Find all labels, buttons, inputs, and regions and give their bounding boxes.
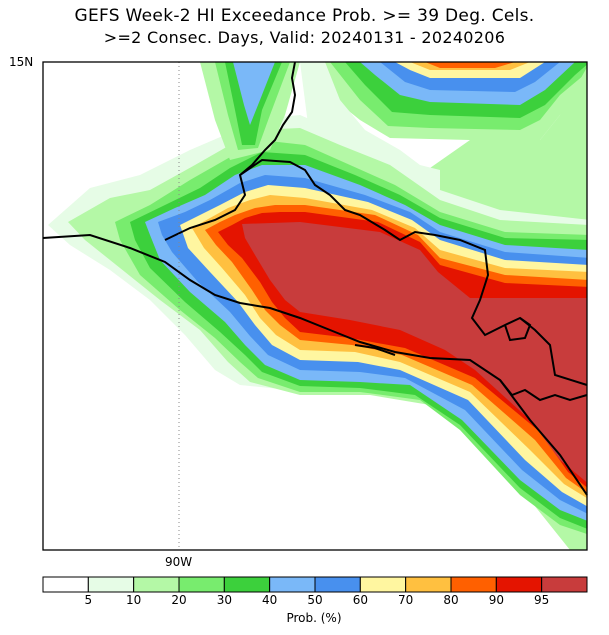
chart-title: GEFS Week-2 HI Exceedance Prob. >= 39 De…: [74, 6, 535, 26]
colorbar-box: [178, 576, 225, 593]
lon-label: 90W: [165, 555, 192, 569]
colorbar-tick-label: 90: [489, 593, 504, 607]
swath-100: [242, 222, 587, 483]
map-frame: [42, 61, 588, 551]
colorbar-box: [405, 576, 452, 593]
stalk-50: [233, 62, 275, 125]
colorbar-tick-label: 95: [534, 593, 549, 607]
colorbar-tick-label: 60: [353, 593, 368, 607]
colorbar-tick-label: 20: [171, 593, 186, 607]
colorbar-box: [269, 576, 316, 593]
colorbar-tick-label: 10: [126, 593, 141, 607]
colorbar-box: [359, 576, 407, 593]
colorbar-box: [223, 576, 271, 593]
colorbar-box: [541, 576, 588, 593]
colorbar-label: Prob. (%): [286, 611, 341, 625]
chart-subtitle: >=2 Consec. Days, Valid: 20240131 - 2024…: [103, 28, 506, 47]
lat-label: 15N: [9, 55, 33, 69]
colorbar-boxes: [42, 576, 588, 593]
colorbar-tick-label: 5: [85, 593, 93, 607]
colorbar-box: [42, 576, 89, 593]
colorbar-box: [314, 576, 361, 593]
colorbar-ticks: 5 10 20 30 40 50 60 70 80 90 95: [85, 593, 550, 607]
colorbar-tick-label: 30: [217, 593, 232, 607]
colorbar-tick-label: 50: [307, 593, 322, 607]
colorbar-tick-label: 70: [398, 593, 413, 607]
north-arc-90: [425, 62, 515, 68]
colorbar-box: [87, 576, 135, 593]
colorbar-box: [450, 576, 497, 593]
colorbar-box: [495, 576, 543, 593]
colorbar-tick-label: 80: [443, 593, 458, 607]
east-region-20: [420, 67, 587, 240]
ne-region-10: [300, 62, 440, 190]
colorbar-tick-label: 40: [262, 593, 277, 607]
colorbar-box: [133, 576, 180, 593]
coastline: [42, 61, 588, 496]
